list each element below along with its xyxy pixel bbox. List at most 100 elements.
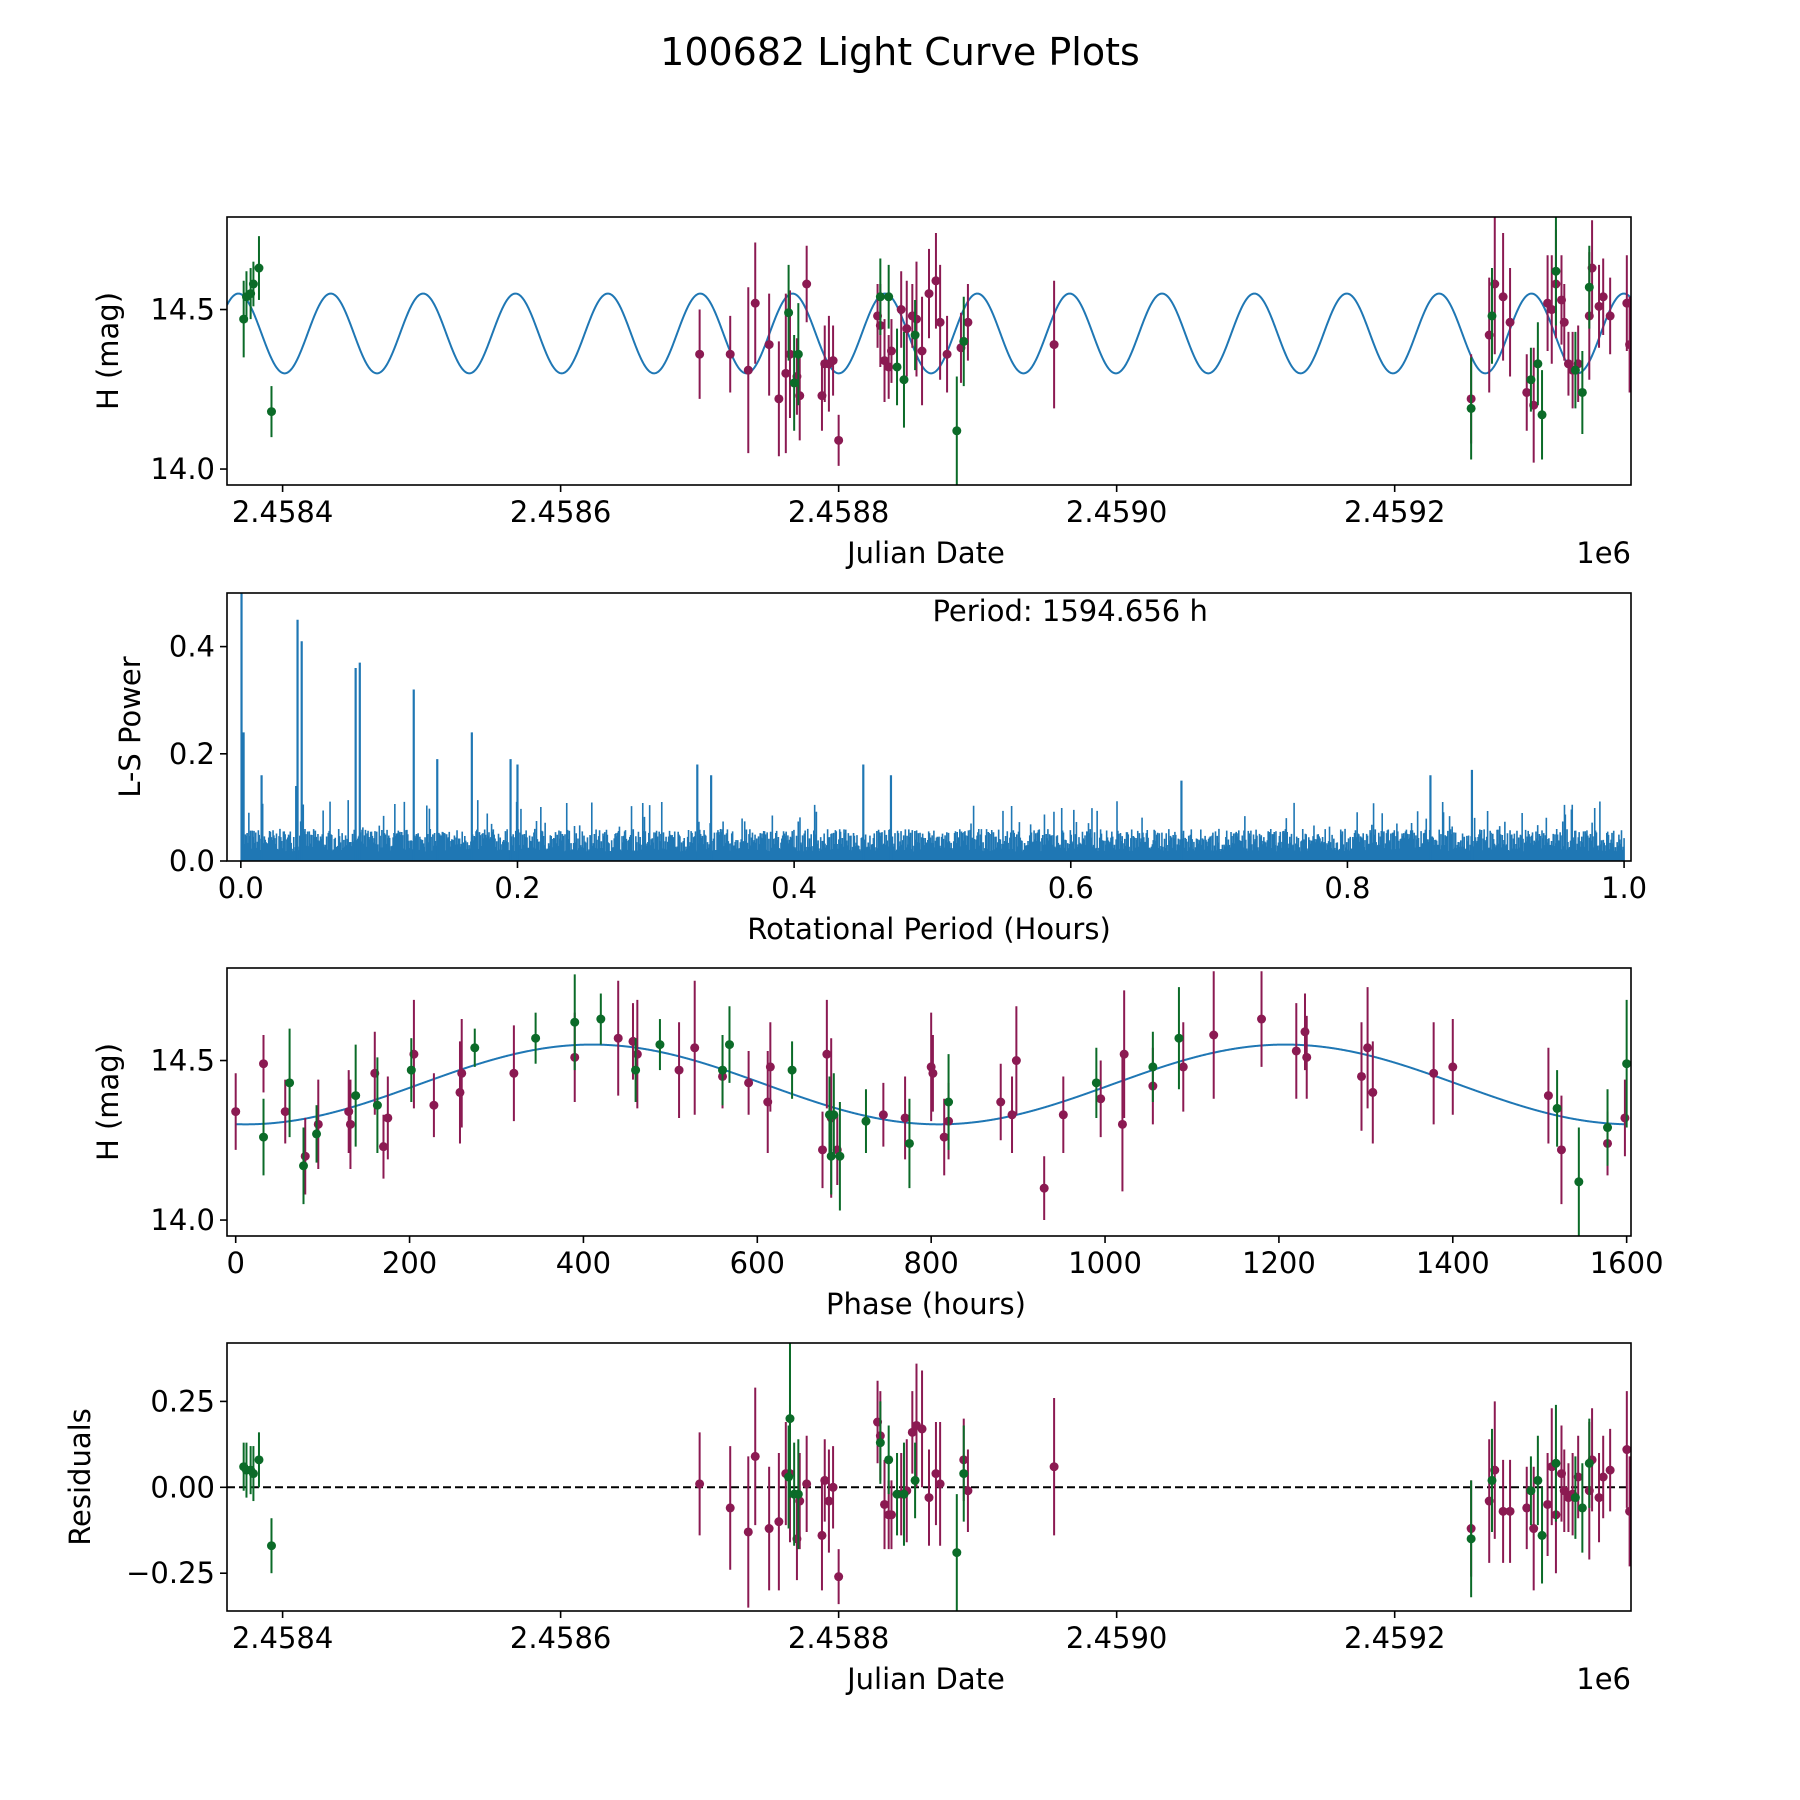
data-point [1529,1524,1539,1534]
y-tick-label: 14.0 [150,452,215,486]
plot-area [227,1343,1631,1611]
model-curve [227,292,1631,375]
data-point [963,1486,973,1496]
data-point [787,1065,797,1075]
data-point [931,1469,941,1479]
data-point [1526,1486,1536,1496]
data-point [1522,387,1532,397]
data-point [904,1138,914,1148]
data-point [345,1119,355,1129]
data-point [892,1489,902,1499]
panel-phased: 0 200 400 600 800 1000 1200 1400 1600 14.0 14.5 Pha… [91,967,1664,1321]
data-point [935,317,945,327]
axes-frame [226,1342,1632,1612]
data-point [1620,1113,1630,1123]
data-point [1584,1458,1594,1468]
data-point [1559,317,1569,327]
data-point [1429,1068,1439,1078]
data-point [1466,1534,1476,1544]
data-point [1551,1458,1561,1468]
data-point [774,394,784,404]
y-axis-label: L-S Power [113,656,147,797]
data-point [959,336,969,346]
data-point [784,1472,794,1482]
data-point [828,356,838,366]
data-point [1625,340,1631,350]
data-point [743,365,753,375]
y-tick-label: 14.0 [150,1203,215,1237]
y-tick-label: −0.25 [126,1556,215,1590]
data-point [266,1541,276,1551]
data-point [266,407,276,417]
data-point [861,1116,871,1126]
plot-area [231,971,1631,1236]
data-point [900,1113,910,1123]
data-point [886,1510,896,1520]
data-point [1498,1506,1508,1516]
data-point [655,1040,665,1050]
data-point [613,1033,623,1043]
data-point [455,1087,465,1097]
data-point [1556,1145,1566,1155]
x-tick-label: 0.8 [1324,871,1370,905]
data-point [1603,1123,1613,1133]
y-tick-label: 0.00 [150,1470,215,1504]
data-point [963,317,973,327]
data-point [784,308,794,318]
data-point [835,1151,845,1161]
x-tick-label: 1400 [1416,1246,1490,1280]
plot-area [227,217,1631,485]
data-point [931,276,941,286]
data-point [300,1151,310,1161]
data-point [1148,1062,1158,1072]
data-point [1049,1462,1059,1472]
data-point [1537,410,1547,420]
data-point [818,1145,828,1155]
data-point [789,378,799,388]
data-point [1011,1056,1021,1066]
data-point [724,1040,734,1050]
data-point [952,426,962,436]
data-point [1570,1493,1580,1503]
data-point [383,1113,393,1123]
data-point [743,1527,753,1537]
data-point [718,1065,728,1075]
data-point [886,346,896,356]
data-point [1091,1078,1101,1088]
series-band-A [695,217,1631,466]
data-point [248,279,258,289]
x-axis-label: Julian Date [845,536,1005,570]
series-band-B [239,1343,1594,1611]
data-point [1505,317,1515,327]
data-point [944,1097,954,1107]
data-point [313,1119,323,1129]
data-point [765,1062,775,1072]
data-point [764,340,774,350]
panel-periodogram: 0.0 0.2 0.4 0.6 0.8 1.0 0.0 0.2 0.4 Rotational Pe… [113,592,1647,946]
data-point [1598,292,1608,302]
data-point [1368,1087,1378,1097]
data-point [750,298,760,308]
data-point [1563,359,1573,369]
data-point [1577,387,1587,397]
data-point [1363,1043,1373,1053]
series-band-B [259,974,1631,1236]
data-point [1257,1014,1267,1024]
data-point [1598,1472,1608,1482]
data-point [1174,1033,1184,1043]
data-point [1487,1475,1497,1485]
data-point [899,1489,909,1499]
data-point [570,1017,580,1027]
data-point [880,1499,890,1509]
data-point [1559,1486,1569,1496]
data-point [1505,1506,1515,1516]
x-axis-label: Rotational Period (Hours) [747,912,1111,946]
data-point [1574,1177,1584,1187]
data-point [259,1059,269,1069]
data-point [1533,359,1543,369]
data-point [457,1068,467,1078]
y-axis-label: H (mag) [91,1043,125,1161]
data-point [996,1097,1006,1107]
data-point [880,356,890,366]
data-point [259,1132,269,1142]
